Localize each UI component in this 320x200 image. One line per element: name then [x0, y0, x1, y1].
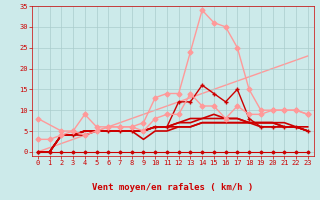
X-axis label: Vent moyen/en rafales ( km/h ): Vent moyen/en rafales ( km/h ): [92, 183, 253, 192]
